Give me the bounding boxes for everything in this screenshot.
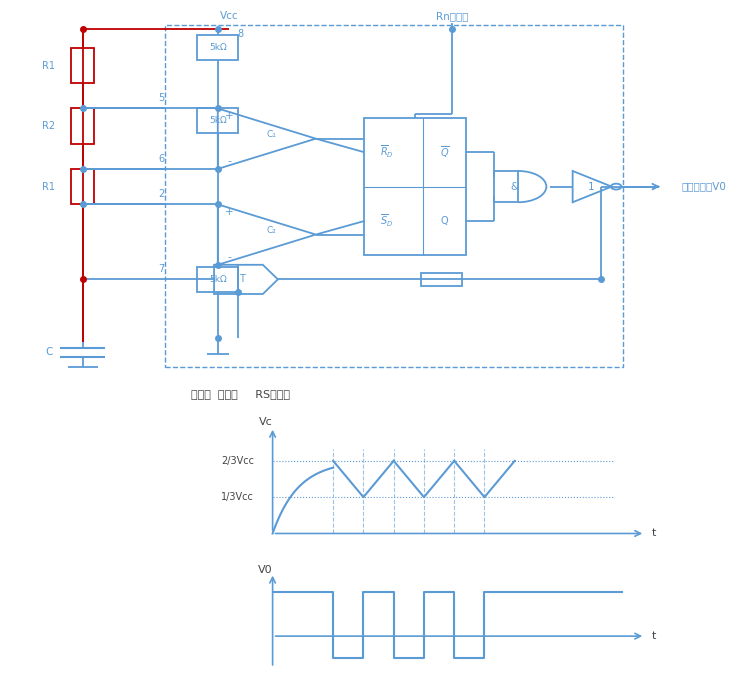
- Text: 5kΩ: 5kΩ: [209, 275, 227, 284]
- Text: $\overline{Q}$: $\overline{Q}$: [440, 145, 449, 160]
- Text: &: &: [511, 181, 518, 192]
- Bar: [71, 108, 94, 144]
- Text: 5kΩ: 5kΩ: [209, 117, 227, 125]
- Text: 电压输出端V0: 电压输出端V0: [682, 181, 726, 192]
- Text: R2: R2: [42, 122, 56, 131]
- Text: 7: 7: [158, 264, 164, 275]
- Text: 2/3Vcc: 2/3Vcc: [221, 456, 254, 466]
- Text: 2: 2: [158, 189, 164, 199]
- Text: C: C: [45, 348, 53, 357]
- Text: t: t: [652, 528, 656, 539]
- Text: +: +: [225, 207, 234, 217]
- Bar: [71, 48, 94, 83]
- Text: +: +: [225, 111, 234, 121]
- Text: $\overline{S}_D$: $\overline{S}_D$: [380, 213, 394, 229]
- Text: 8: 8: [237, 29, 243, 39]
- Bar: [71, 169, 94, 204]
- Text: Vcc: Vcc: [220, 11, 238, 21]
- Text: C₂: C₂: [267, 226, 276, 235]
- Text: C₁: C₁: [267, 130, 276, 139]
- Text: R1: R1: [42, 182, 56, 192]
- Bar: [494, 171, 518, 202]
- Bar: [198, 108, 239, 133]
- Text: 5: 5: [158, 93, 164, 104]
- Text: R1: R1: [42, 61, 56, 71]
- Bar: [198, 35, 239, 60]
- Text: Q: Q: [441, 216, 448, 226]
- Text: -: -: [227, 156, 231, 166]
- Text: 分压器  比较器     RS触发器: 分压器 比较器 RS触发器: [191, 389, 290, 399]
- Bar: [165, 25, 623, 367]
- Text: Rn复位端: Rn复位端: [436, 11, 469, 21]
- Bar: [421, 273, 462, 286]
- Text: 1/3Vcc: 1/3Vcc: [221, 492, 254, 502]
- Text: $\overline{R}_D$: $\overline{R}_D$: [380, 144, 394, 161]
- Text: V0: V0: [258, 564, 273, 575]
- Text: t: t: [652, 631, 656, 641]
- Text: 5kΩ: 5kΩ: [209, 44, 227, 52]
- Text: -: -: [227, 252, 231, 262]
- Bar: [198, 267, 239, 292]
- Text: 1: 1: [588, 181, 595, 192]
- Text: 6: 6: [158, 154, 164, 164]
- Text: Vc: Vc: [259, 417, 273, 427]
- Bar: [364, 117, 466, 256]
- Text: T: T: [240, 275, 245, 284]
